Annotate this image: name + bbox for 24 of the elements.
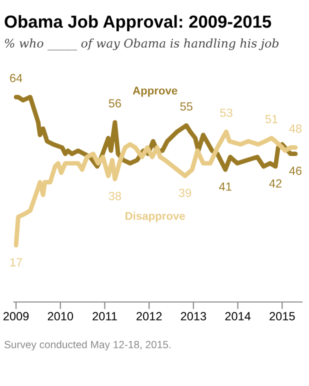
data-label: 41 xyxy=(219,182,232,191)
data-label: 39 xyxy=(178,188,192,198)
x-tick-label: 2010 xyxy=(48,312,74,320)
data-label: 48 xyxy=(289,124,302,133)
data-label: 64 xyxy=(10,74,22,82)
data-label: 51 xyxy=(265,115,278,124)
chart-subtitle: % who _____ of way Obama is handling his job xyxy=(5,38,278,50)
data-label: 55 xyxy=(180,102,192,111)
x-tick-label: 2012 xyxy=(136,312,162,320)
data-label: 46 xyxy=(289,166,302,176)
data-label: 42 xyxy=(269,179,282,188)
x-tick-label: 2015 xyxy=(270,312,295,320)
text: Survey conducted May 12-18, 2015. xyxy=(4,340,170,350)
x-tick-label: 2013 xyxy=(180,312,206,320)
x-tick-label: 2009 xyxy=(3,312,29,320)
x-tick-label: 2014 xyxy=(225,312,251,320)
x-tick-label: 2011 xyxy=(92,312,117,320)
text: Disapprove xyxy=(126,212,185,222)
data-label: 56 xyxy=(108,99,121,108)
text: Approve xyxy=(132,86,178,97)
data-label: 38 xyxy=(108,192,121,200)
data-label: 53 xyxy=(220,108,232,117)
chart-title: Obama Job Approval: 2009-2015 xyxy=(4,15,272,32)
data-label: 17 xyxy=(10,258,22,266)
